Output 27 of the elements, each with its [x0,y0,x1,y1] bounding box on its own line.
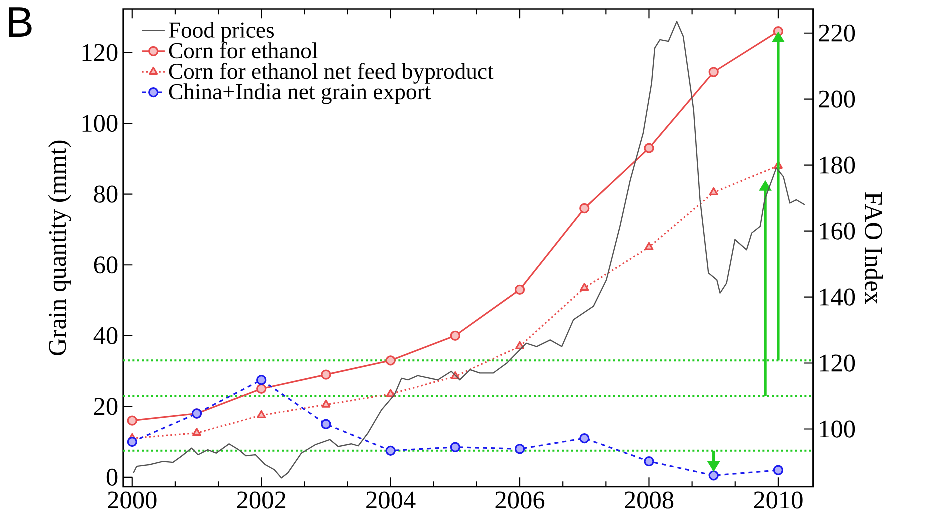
legend-label: China+India net grain export [169,84,431,104]
x-tick-label: 2000 [108,492,157,509]
x-tick-label: 2004 [366,492,416,509]
y2-tick-label: 140 [820,288,856,306]
y2-tick-label: 220 [819,24,856,42]
legend-label: Corn for ethanol [169,42,318,59]
y2-tick-label: 100 [820,420,856,438]
legend-label: Food prices [169,22,274,43]
x-tick-label: 2010 [754,492,803,509]
y2-tick-label: 160 [820,222,856,240]
y2-tick-label: 120 [820,354,856,372]
y2-tick-label: 180 [820,156,856,174]
y-tick-label: 20 [94,398,118,416]
x-tick-label: 2002 [237,492,286,509]
y-tick-label: 100 [82,115,118,132]
y-axis-title: Grain quantity (mmt) [48,140,72,356]
chart-title: B [9,8,32,37]
y-tick-label: 80 [94,186,118,203]
x-tick-label: 2008 [625,492,674,509]
y-tick-label: 60 [94,256,118,274]
x-tick-label: 2006 [496,492,545,509]
y-tick-label: 0 [106,468,118,486]
legend-label: Corn for ethanol net feed byproduct [169,63,494,84]
y2-axis-title: FAO Index [865,192,884,304]
y2-tick-label: 200 [819,90,856,108]
y-tick-label: 40 [94,327,118,344]
y-tick-label: 120 [82,44,118,62]
